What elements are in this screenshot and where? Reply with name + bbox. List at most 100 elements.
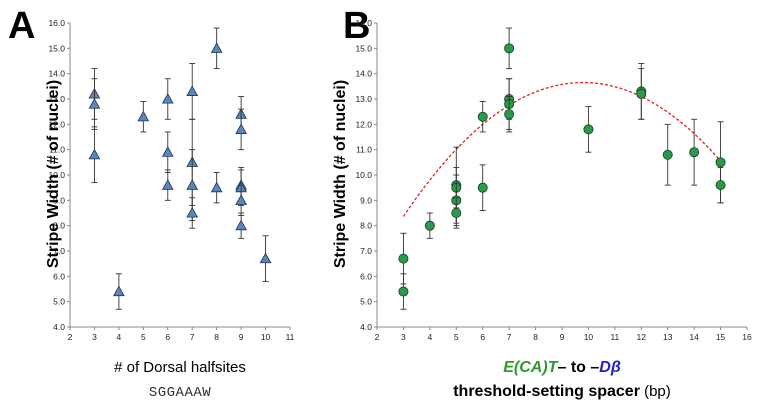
panel-letter-a: A (8, 5, 35, 47)
chart-a-marker (259, 252, 272, 264)
chart-a-marker (235, 194, 247, 205)
chart-b-marker (504, 109, 515, 120)
chart-b-y-tick-label: 12.0 (355, 119, 372, 129)
chart-a-marker (186, 85, 199, 96)
chart-a-point (186, 197, 199, 229)
chart-a-x-tick-label: 11 (286, 332, 295, 342)
chart-b-marker (398, 286, 409, 297)
chart-a-marker (88, 148, 101, 160)
chart-b-point (715, 166, 726, 204)
chart-a-y-tick-label: 13.0 (48, 94, 65, 104)
chart-a-y-tick-label: 6.0 (53, 271, 65, 281)
chart-a: 4.0 5.0 6.0 7.0 8.0 9.0 10.0 11.0 12.0 13.0 14.0 15… (48, 18, 294, 342)
chart-a-y-tick-label: 8.0 (53, 221, 65, 231)
chart-a-marker (235, 219, 247, 231)
chart-b-marker (636, 88, 647, 99)
chart-b-x-tick-label: 16 (742, 332, 752, 342)
chart-b-y-tick-label: 4.0 (360, 322, 372, 332)
chart-a-y-tick-label: 11.0 (49, 145, 65, 155)
chart-b-point (477, 101, 488, 133)
chart-b-marker (451, 207, 462, 218)
chart-a-point (235, 108, 247, 151)
chart-a-marker (161, 179, 174, 190)
chart-a-marker (210, 181, 223, 193)
chart-a-x-tick-label: 6 (165, 332, 170, 342)
chart-b-xlabel-part-ecat: E(CA)T (503, 359, 558, 376)
chart-a-marker (186, 179, 199, 190)
chart-b-marker (583, 124, 594, 135)
chart-b-y-tick-label: 5.0 (360, 297, 372, 307)
chart-b-marker (398, 253, 409, 264)
chart-a-marker (113, 285, 125, 297)
chart-a-marker (161, 146, 174, 157)
chart-b-y-tick-label: 15.0 (355, 43, 372, 53)
chart-b-point (398, 273, 409, 310)
chart-b-x-tick-label: 5 (454, 332, 459, 342)
chart-b-y-tick-label: 8.0 (360, 221, 372, 231)
chart-a-marker (186, 206, 199, 218)
chart-a-marker (235, 123, 247, 134)
chart-b-marker (689, 147, 700, 158)
chart-b-xlabel-part-dbeta: Dβ (599, 359, 621, 376)
chart-b-x-tick-label: 15 (716, 332, 726, 342)
chart-a-point (88, 78, 101, 130)
chart-a-y-tick-label: 12.0 (48, 119, 65, 129)
chart-b-point (583, 106, 594, 153)
chart-a-marker (88, 98, 101, 109)
chart-b-point (689, 118, 700, 186)
chart-a-x-tick-label: 10 (261, 332, 271, 342)
chart-b-y-tick-label: 14.0 (355, 69, 372, 79)
chart-b-xlabel: E(CA)T– to –Dβ (503, 359, 621, 376)
chart-a-marker (210, 42, 223, 53)
chart-a-point (235, 212, 247, 239)
chart-b-xlabel-line2: threshold-setting spacer (bp) (453, 383, 671, 400)
chart-a-x-tick-label: 2 (68, 332, 73, 342)
chart-a-y-tick-label: 10.0 (48, 170, 65, 180)
chart-b-y-tick-label: 10.0 (355, 170, 372, 180)
chart-b-x-tick-label: 8 (533, 332, 538, 342)
chart-b-xlabel-part-to: – to – (557, 359, 599, 376)
chart-b-marker (662, 149, 673, 160)
chart-a-xlabel-sub: SGGAAAW (149, 385, 211, 401)
chart-b-marker (424, 220, 435, 231)
chart-b-x-tick-label: 14 (689, 332, 699, 342)
chart-a-x-tick-label: 3 (92, 332, 97, 342)
chart-a-y-tick-label: 15.0 (48, 43, 65, 53)
chart-b-point (477, 164, 488, 211)
panel-letter-b: B (343, 5, 370, 47)
chart-a-point (210, 27, 223, 70)
chart-a-x-tick-label: 8 (214, 332, 219, 342)
chart-b-x-tick-label: 10 (584, 332, 594, 342)
chart-b-x-tick-label: 2 (375, 332, 380, 342)
chart-b-ylabel: Stripe Width (# of nuclei) (332, 80, 349, 268)
chart-b-y-tick-label: 13.0 (355, 94, 372, 104)
chart-b-point (451, 197, 462, 229)
chart-b-x-tick-label: 3 (401, 332, 406, 342)
chart-b-marker (477, 111, 488, 122)
chart-a-point (113, 273, 125, 310)
chart-a-point (161, 131, 174, 173)
chart-a-point (137, 101, 150, 133)
chart-a-point (161, 169, 174, 201)
chart-b-point (424, 212, 435, 239)
chart-b-y-tick-label: 11.0 (356, 145, 372, 155)
chart-a-y-tick-label: 7.0 (53, 246, 65, 256)
chart-a-point (161, 78, 174, 120)
chart-b-xlabel-line2-bold: threshold-setting spacer (453, 383, 640, 400)
chart-b-y-tick-label: 16.0 (355, 18, 372, 28)
chart-b-point (636, 68, 647, 120)
chart-a-point (210, 172, 223, 204)
chart-a-point (235, 184, 247, 216)
chart-a-marker (161, 92, 174, 104)
chart-b-x-tick-label: 11 (610, 332, 619, 342)
chart-b-y-tick-label: 9.0 (360, 195, 372, 205)
chart-a-y-tick-label: 14.0 (48, 69, 65, 79)
chart-b-x-tick-label: 7 (507, 332, 512, 342)
chart-b-marker (715, 180, 726, 191)
chart-b-x-tick-label: 4 (427, 332, 432, 342)
chart-a-y-tick-label: 5.0 (53, 297, 65, 307)
chart-b-point (662, 123, 673, 186)
chart-b-y-tick-label: 7.0 (360, 246, 372, 256)
chart-a-x-tick-label: 7 (190, 332, 195, 342)
chart-a-x-tick-label: 5 (141, 332, 146, 342)
